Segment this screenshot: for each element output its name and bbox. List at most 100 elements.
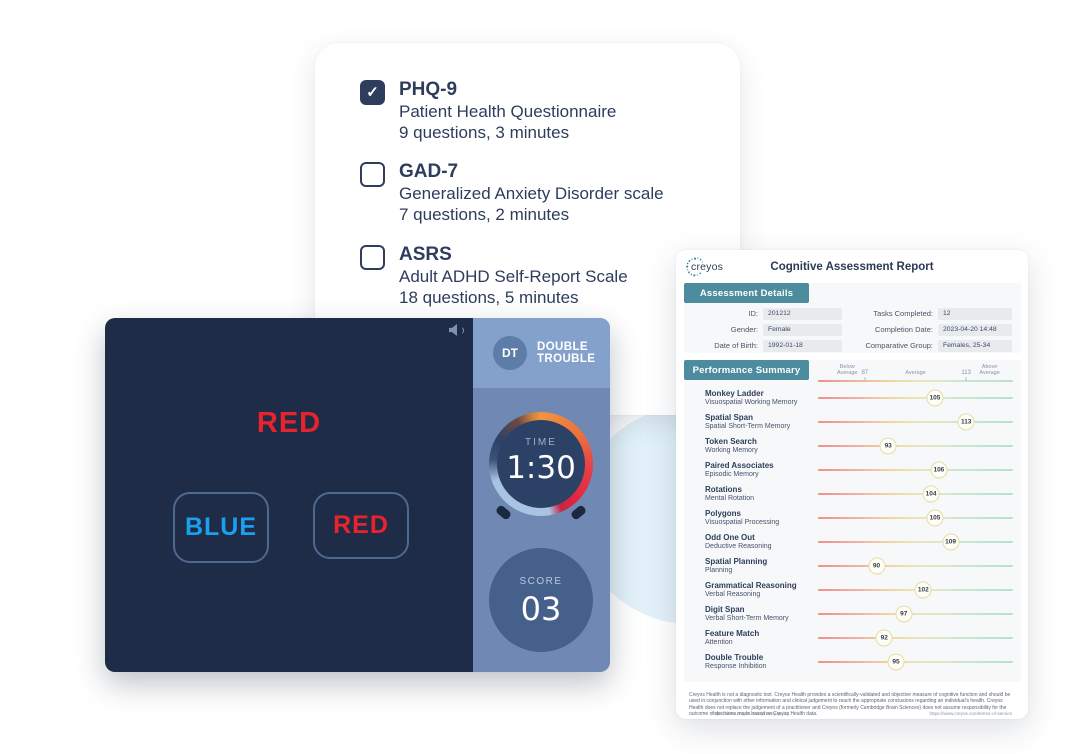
- performance-row: Rotations Mental Rotation 104: [705, 483, 1013, 505]
- phq9-checkbox[interactable]: ✓: [360, 80, 385, 105]
- questionnaire-code: ASRS: [399, 244, 452, 265]
- task-domain: Spatial Short-Term Memory: [705, 423, 791, 431]
- checklist-item-asrs: ✓ ASRS Adult ADHD Self-Report Scale 18 q…: [360, 243, 628, 308]
- questionnaire-meta: 9 questions, 3 minutes: [399, 123, 570, 142]
- performance-row: Odd One Out Deductive Reasoning 109: [705, 531, 1013, 553]
- detail-field-comparative-group: Comparative Group: Females, 25-34: [849, 340, 1019, 352]
- score-track: 106: [818, 459, 1013, 481]
- performance-row: Digit Span Verbal Short-Term Memory 97: [705, 603, 1013, 625]
- questionnaire-name: Generalized Anxiety Disorder scale: [399, 184, 664, 203]
- field-value: Females, 25-34: [938, 340, 1012, 352]
- asrs-checkbox[interactable]: ✓: [360, 245, 385, 270]
- score-badge: 90: [868, 557, 885, 575]
- report-disclaimer: Creyos Health is not a diagnostic tool. …: [689, 692, 1011, 718]
- score-track: 109: [818, 531, 1013, 553]
- performance-row: Double Trouble Response Inhibition 95: [705, 651, 1013, 673]
- detail-field-completion-date: Completion Date: 2023-04-20 14:48: [849, 324, 1019, 336]
- field-value: 2023-04-20 14:48: [938, 324, 1012, 336]
- score-badge: 106: [930, 461, 948, 479]
- gad7-checkbox[interactable]: ✓: [360, 162, 385, 187]
- detail-field-tasks: Tasks Completed: 12: [849, 308, 1019, 320]
- task-domain: Attention: [705, 639, 733, 647]
- questionnaire-name: Patient Health Questionnaire: [399, 102, 617, 121]
- task-name: Grammatical Reasoning: [705, 580, 797, 590]
- score-track: 104: [818, 483, 1013, 505]
- volume-icon[interactable]: [449, 324, 464, 336]
- game-play-area: RED BLUE RED: [105, 318, 473, 672]
- detail-field-gender: Gender: Female: [684, 324, 854, 336]
- task-domain: Verbal Short-Term Memory: [705, 615, 789, 623]
- score-track: 113: [818, 411, 1013, 433]
- task-domain: Verbal Reasoning: [705, 591, 761, 599]
- task-domain: Planning: [705, 567, 733, 575]
- score-badge: 102: [914, 581, 932, 599]
- score-label: SCORE: [519, 576, 563, 587]
- performance-row: Polygons Visuospatial Processing 105: [705, 507, 1013, 529]
- clock-foot-icon: [569, 504, 588, 521]
- questionnaire-meta: 7 questions, 2 minutes: [399, 205, 570, 224]
- task-name: Feature Match: [705, 628, 760, 638]
- scale-above-label: Above Average: [979, 364, 1000, 376]
- task-domain: Mental Rotation: [705, 495, 755, 503]
- performance-row: Spatial Span Spatial Short-Term Memory 11…: [705, 411, 1013, 433]
- field-value: 1992-01-18: [763, 340, 842, 352]
- score-track: 97: [818, 603, 1013, 625]
- answer-button-blue[interactable]: BLUE: [173, 492, 269, 563]
- score-badge: 104: [922, 485, 940, 503]
- terms-of-service-link[interactable]: https://www.creyos.com/terms-of-service: [929, 711, 1012, 716]
- game-sidebar: DT DOUBLE TROUBLE TIME 1:30 SCORE 03: [473, 318, 610, 672]
- detail-field-id: ID: 201212: [684, 308, 854, 320]
- performance-row: Paired Associates Episodic Memory 106: [705, 459, 1013, 481]
- task-name: Rotations: [705, 484, 742, 494]
- task-domain: Working Memory: [705, 447, 758, 455]
- performance-row: Grammatical Reasoning Verbal Reasoning 10…: [705, 579, 1013, 601]
- field-value: Female: [763, 324, 842, 336]
- task-name: Spatial Planning: [705, 556, 768, 566]
- task-name: Digit Span: [705, 604, 745, 614]
- performance-row: Feature Match Attention 92: [705, 627, 1013, 649]
- double-trouble-game-panel: RED BLUE RED DT DOUBLE TROUBLE TIME 1:30: [105, 318, 610, 672]
- creyos-logo: creyos: [684, 255, 746, 279]
- scale-tick: [965, 377, 967, 381]
- performance-row: Monkey Ladder Visuospatial Working Memory…: [705, 387, 1013, 409]
- performance-row: Spatial Planning Planning 90: [705, 555, 1013, 577]
- task-domain: Deductive Reasoning: [705, 543, 772, 551]
- task-name: Double Trouble: [705, 652, 764, 662]
- scale-average-label: Average: [905, 370, 926, 376]
- score-badge: 97: [895, 605, 913, 623]
- detail-field-dob: Date of Birth: 1992-01-18: [684, 340, 854, 352]
- questionnaire-meta: 18 questions, 5 minutes: [399, 288, 579, 307]
- score-track: 90: [818, 555, 1013, 577]
- game-header: DT DOUBLE TROUBLE: [473, 318, 610, 388]
- answer-button-red[interactable]: RED: [313, 492, 409, 559]
- score-track: 95: [818, 651, 1013, 673]
- scale-below-label: Below Average: [837, 364, 858, 376]
- score-circle: SCORE 03: [489, 548, 593, 652]
- clock-foot-icon: [494, 504, 513, 521]
- timer-label: TIME: [525, 437, 557, 448]
- task-name: Token Search: [705, 436, 757, 446]
- performance-row: Token Search Working Memory 93: [705, 435, 1013, 457]
- questionnaire-checklist-card: ✓ PHQ-9 Patient Health Questionnaire 9 q…: [315, 43, 740, 415]
- task-name: Paired Associates: [705, 460, 774, 470]
- stimulus-word: RED: [256, 407, 322, 439]
- game-logo-badge: DT: [493, 336, 527, 370]
- task-domain: Visuospatial Processing: [705, 519, 780, 527]
- checklist-item-gad7: ✓ GAD-7 Generalized Anxiety Disorder sca…: [360, 160, 664, 225]
- score-badge: 105: [926, 509, 944, 527]
- task-name: Spatial Span: [705, 412, 754, 422]
- scale-high-tick-label: 113: [961, 370, 971, 376]
- score-badge: 95: [887, 653, 905, 671]
- privacy-policy-link[interactable]: https://www.creyos.com/privacy-policy: [712, 711, 790, 716]
- check-icon: ✓: [366, 84, 379, 101]
- score-badge: 113: [957, 413, 975, 431]
- score-badge: 105: [926, 389, 944, 407]
- checklist-item-phq9: ✓ PHQ-9 Patient Health Questionnaire 9 q…: [360, 78, 616, 143]
- task-name: Monkey Ladder: [705, 388, 764, 398]
- game-title: DOUBLE TROUBLE: [537, 341, 596, 365]
- questionnaire-name: Adult ADHD Self-Report Scale: [399, 267, 628, 286]
- score-value: 03: [520, 590, 562, 628]
- scale-low-tick-label: 87: [861, 370, 869, 376]
- scale-tick: [864, 377, 866, 381]
- timer-value: 1:30: [506, 450, 576, 486]
